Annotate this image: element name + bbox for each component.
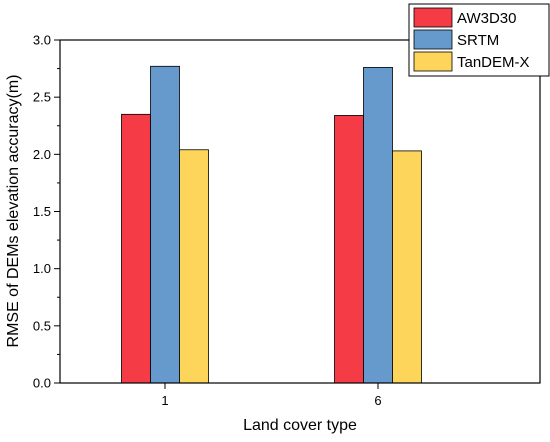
y-tick-label: 1.0: [33, 261, 51, 276]
bar-tandem-x-1: [179, 149, 209, 384]
y-tick-label: 2.5: [33, 90, 51, 105]
y-tick-label: 1.5: [33, 204, 51, 219]
legend-swatch-tandem-x: [413, 51, 453, 72]
bars-group: [121, 65, 422, 384]
x-axis-title: Land cover type: [243, 417, 357, 434]
bar-tandem-x-6: [392, 150, 422, 384]
legend-label-tandem-x: TanDEM-X: [457, 54, 530, 71]
y-ticks-group: 0.0 0.5 1.0 1.5 2.0 2.5 3.0: [33, 33, 60, 391]
legend-swatch-aw3d30: [413, 7, 453, 28]
bar-srtm-1: [150, 65, 180, 384]
x-tick-label: 1: [161, 393, 168, 408]
legend-label-aw3d30: AW3D30: [457, 10, 516, 27]
y-tick-label: 0.0: [33, 376, 51, 391]
x-tick-label: 6: [374, 393, 381, 408]
y-tick-label: 0.5: [33, 318, 51, 333]
bar-aw3d30-6: [334, 115, 364, 384]
legend-swatch-srtm: [413, 29, 453, 50]
bar-srtm-6: [363, 67, 393, 384]
legend-label-srtm: SRTM: [457, 32, 499, 49]
bar-aw3d30-1: [121, 113, 151, 384]
y-axis-title: RMSE of DEMs elevation accuracy(m): [5, 75, 22, 348]
y-tick-label: 3.0: [33, 33, 51, 48]
legend: AW3D30 SRTM TanDEM-X: [408, 3, 550, 77]
plot-frame: [59, 39, 541, 384]
y-tick-label: 2.0: [33, 147, 51, 162]
